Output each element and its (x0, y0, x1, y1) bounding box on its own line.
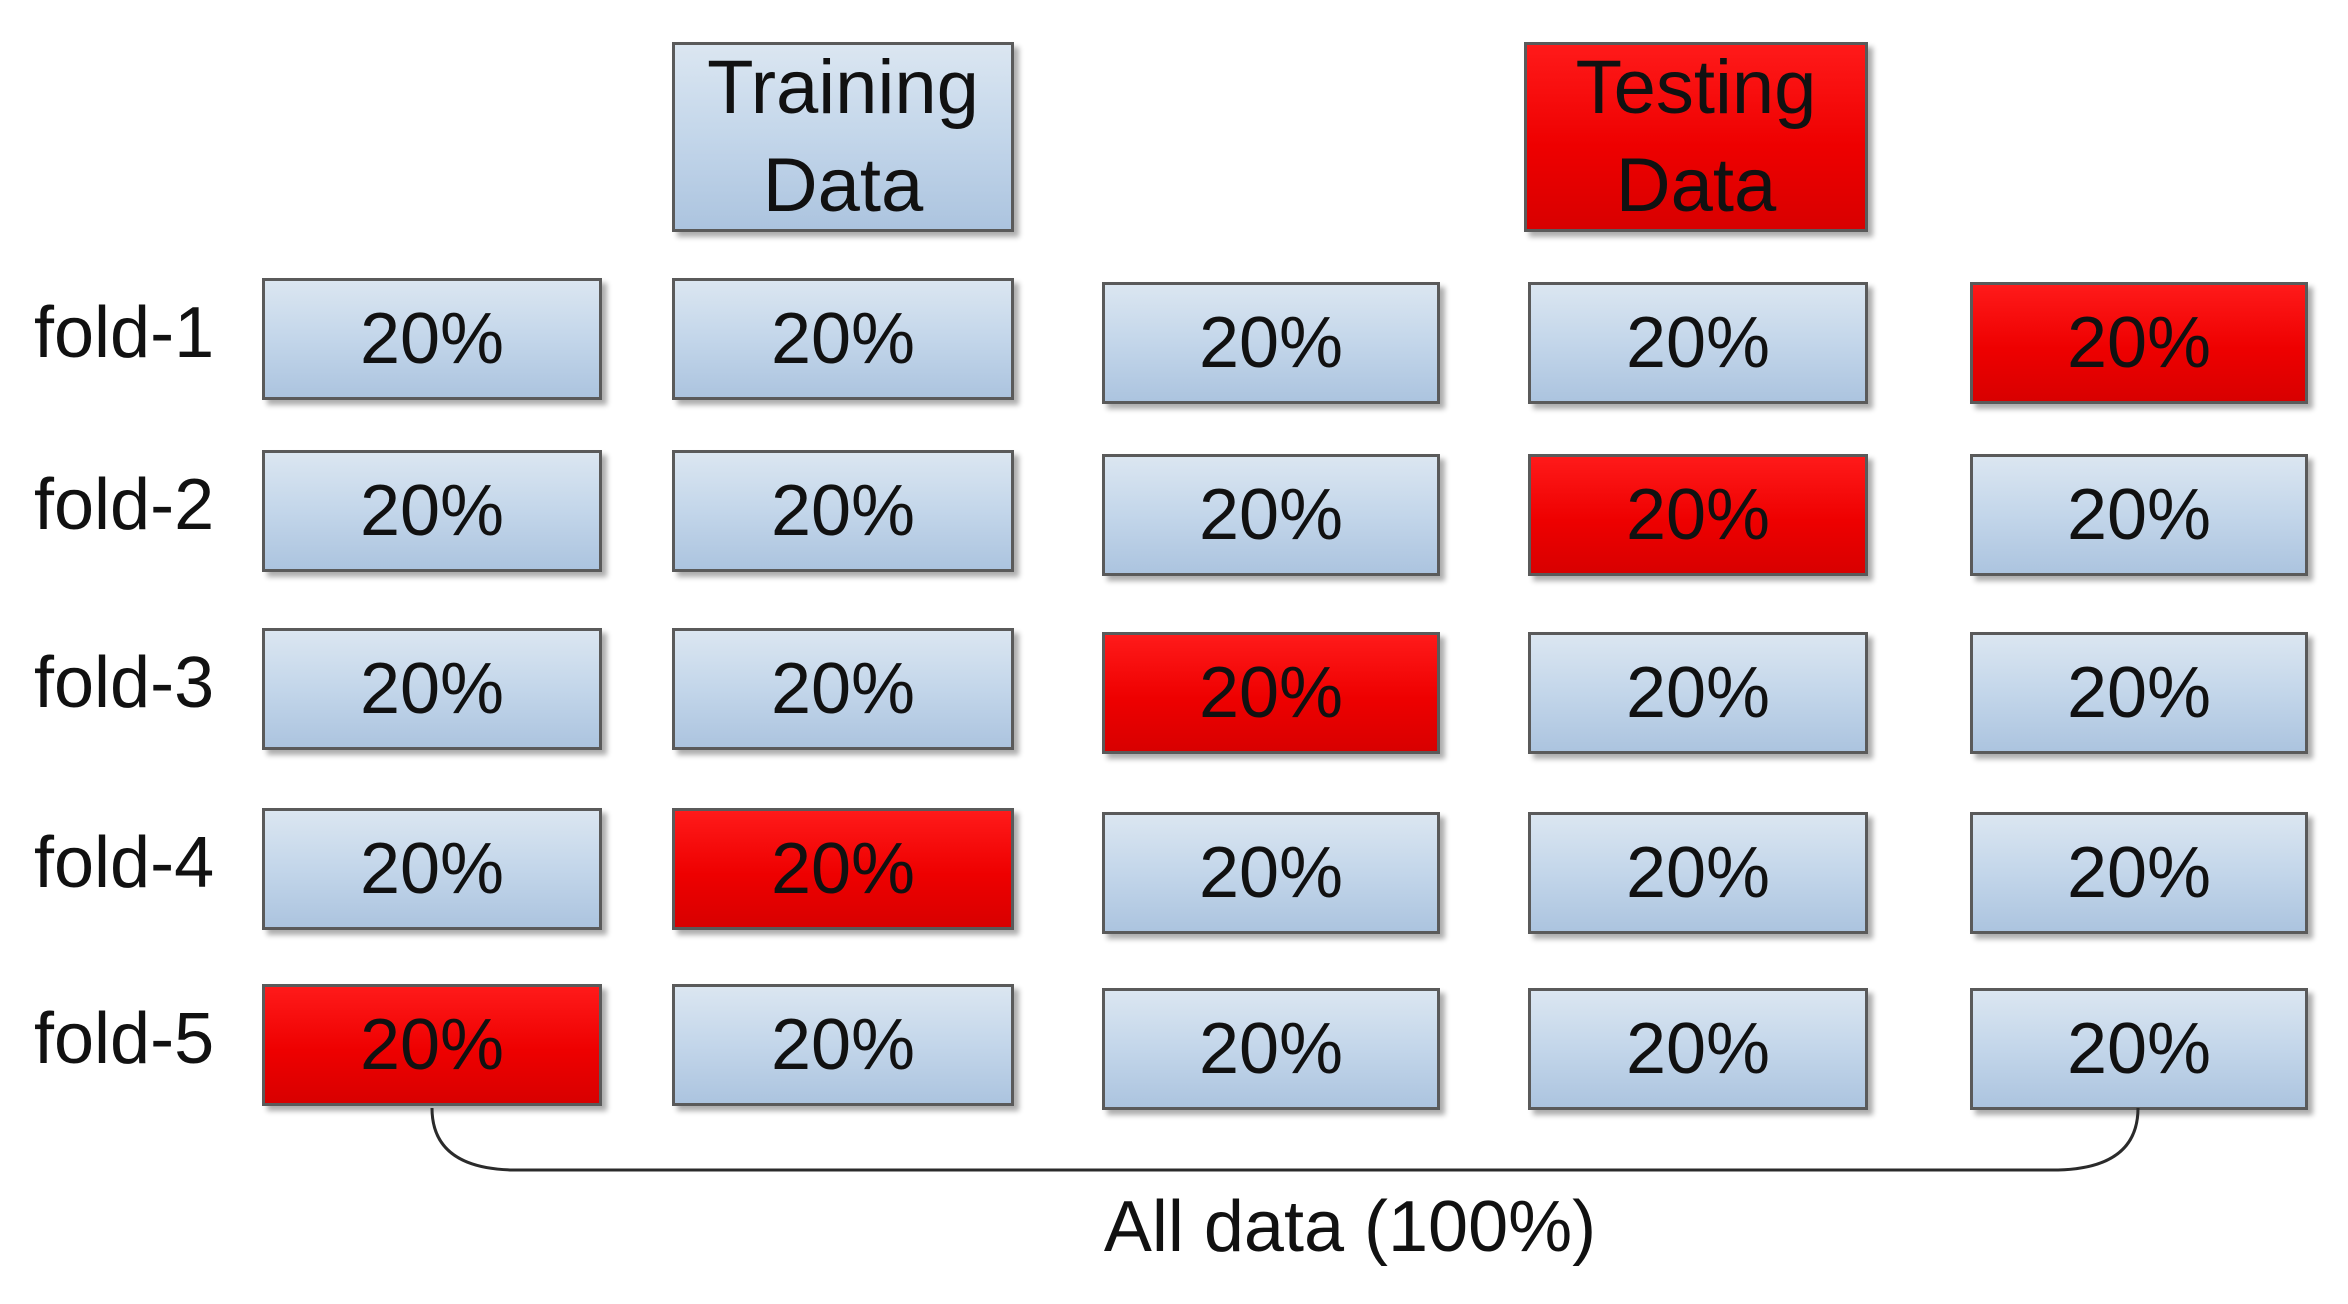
training-segment: 20% (1528, 282, 1868, 404)
fold-label: fold-5 (34, 999, 215, 1079)
training-segment: 20% (262, 450, 602, 572)
testing-segment: 20% (1970, 282, 2308, 404)
training-segment: 20% (1102, 282, 1440, 404)
fold-label: fold-4 (34, 823, 215, 903)
training-segment: 20% (1102, 812, 1440, 934)
testing-segment: 20% (1528, 454, 1868, 576)
brace-curve (430, 1107, 2140, 1172)
training-segment: 20% (672, 984, 1014, 1106)
legend-testing-line2: Data (1615, 143, 1777, 228)
training-segment: 20% (1102, 988, 1440, 1110)
legend-training-line1: Training (707, 45, 979, 130)
all-data-caption: All data (100%) (1103, 1187, 1597, 1267)
training-segment: 20% (1102, 454, 1440, 576)
training-segment: 20% (1970, 454, 2308, 576)
legend-training-line2: Data (762, 143, 924, 228)
legend-testing-data: Testing Data (1524, 42, 1868, 232)
testing-segment: 20% (672, 808, 1014, 930)
training-segment: 20% (672, 278, 1014, 400)
fold-label: fold-2 (34, 465, 215, 545)
fold-label: fold-1 (34, 293, 215, 373)
training-segment: 20% (262, 278, 602, 400)
testing-segment: 20% (1102, 632, 1440, 754)
training-segment: 20% (672, 628, 1014, 750)
training-segment: 20% (1970, 812, 2308, 934)
training-segment: 20% (672, 450, 1014, 572)
legend-testing-line1: Testing (1575, 45, 1817, 130)
training-segment: 20% (1970, 988, 2308, 1110)
training-segment: 20% (262, 628, 602, 750)
training-segment: 20% (1528, 812, 1868, 934)
testing-segment: 20% (262, 984, 602, 1106)
training-segment: 20% (1528, 988, 1868, 1110)
fold-label: fold-3 (34, 643, 215, 723)
legend-training-data: Training Data (672, 42, 1014, 232)
training-segment: 20% (1970, 632, 2308, 754)
training-segment: 20% (262, 808, 602, 930)
training-segment: 20% (1528, 632, 1868, 754)
